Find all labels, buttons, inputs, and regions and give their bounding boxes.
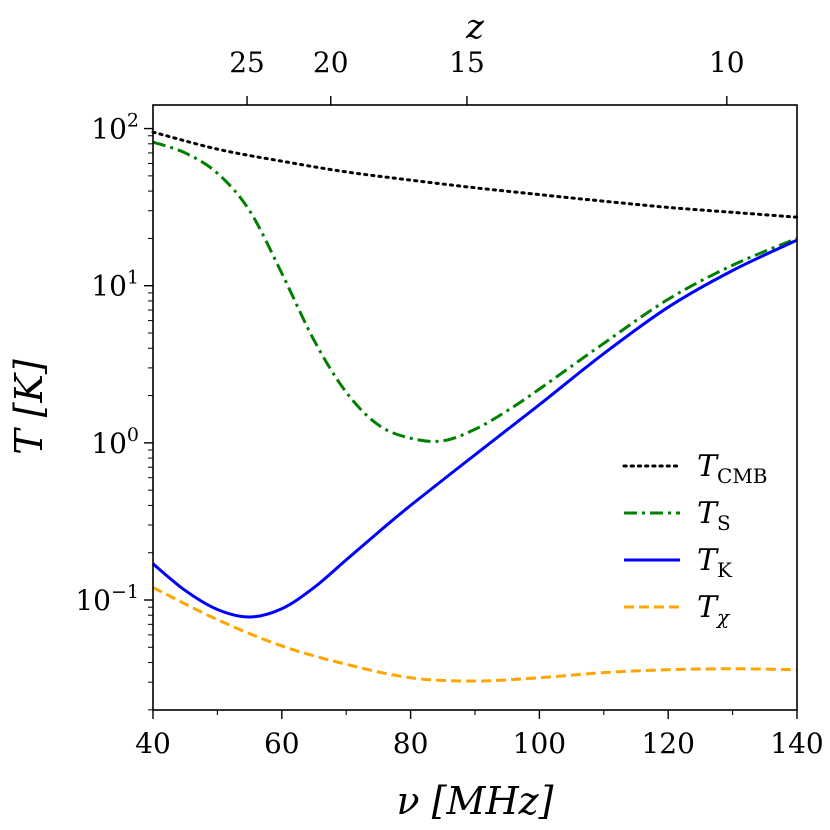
x-tick-label: 80 [393, 727, 429, 760]
y-tick-label: 100 [91, 424, 139, 460]
legend-label: Tχ [697, 590, 731, 629]
y-tick-label: 101 [91, 267, 139, 303]
legend-label: TK [697, 543, 733, 582]
top-axis-label: z [465, 7, 485, 47]
legend-label: TS [697, 496, 731, 535]
y-axis-label: T [K] [7, 359, 51, 455]
series-line-3 [152, 586, 798, 683]
y-tick-label: 102 [91, 110, 139, 146]
x-tick-label: 40 [135, 727, 171, 760]
x-tick-label: 140 [770, 727, 823, 760]
x-axis-label: ν [MHz] [397, 779, 554, 823]
x-tick-label: 100 [513, 727, 566, 760]
series-line-1 [152, 140, 798, 443]
plot-frame [152, 104, 798, 711]
top-tick-label: 10 [709, 46, 745, 79]
series-layer [151, 130, 799, 683]
y-tick-label: 10−1 [75, 581, 139, 617]
series-line-0 [151, 130, 799, 219]
axis-layer: 40 60 80 100 120 140 25 20 15 10 10−1 100 101 102 [75, 46, 823, 760]
x-tick-label: 60 [264, 727, 300, 760]
top-tick-label: 15 [449, 46, 485, 79]
top-tick-label: 25 [229, 46, 265, 79]
series-line-2 [152, 238, 798, 619]
legend: TCMB TS TK Tχ [622, 449, 768, 629]
legend-label: TCMB [697, 449, 768, 488]
x-tick-label: 120 [641, 727, 694, 760]
top-tick-label: 20 [313, 46, 349, 79]
